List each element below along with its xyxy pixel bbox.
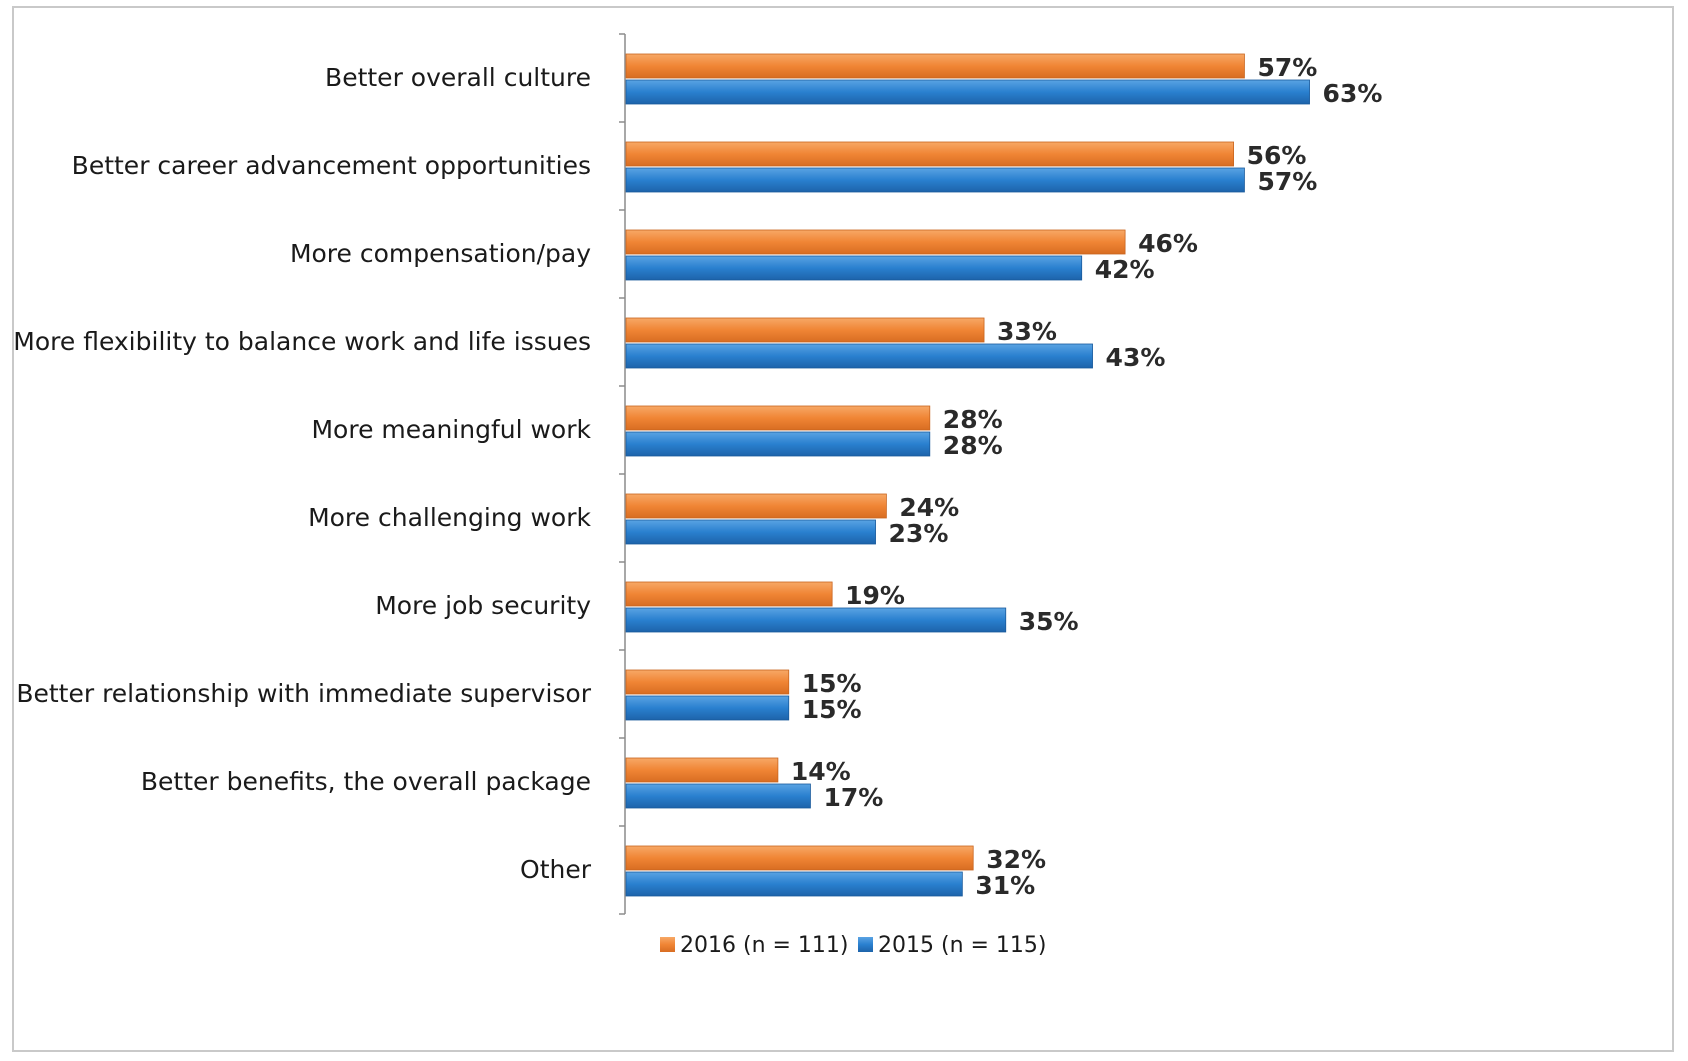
bar-2015 <box>625 79 1310 105</box>
bar-2016 <box>625 405 931 431</box>
bar-2016 <box>625 669 790 695</box>
bar-2016 <box>625 757 779 783</box>
category-labels: Better overall culture Better career adva… <box>14 63 592 884</box>
value-label-2016: 28% <box>943 405 1003 434</box>
bar-2016 <box>625 493 887 519</box>
bar-2015 <box>625 167 1245 193</box>
value-label-2015: 28% <box>943 431 1003 460</box>
category-label: Better overall culture <box>325 63 591 92</box>
bar-2016 <box>625 229 1126 255</box>
category-label: Better relationship with immediate super… <box>16 679 591 708</box>
category-label: Better career advancement opportunities <box>72 151 591 180</box>
legend-label-2015: 2015 (n = 115) <box>878 933 1047 958</box>
bar-2015 <box>625 695 790 721</box>
bar-2015 <box>625 783 811 809</box>
value-label-2015: 42% <box>1095 255 1155 284</box>
value-label-2015: 43% <box>1106 343 1166 372</box>
value-label-2015: 15% <box>802 695 862 724</box>
legend: 2016 (n = 111) 2015 (n = 115) <box>660 933 1047 958</box>
y-axis <box>619 33 626 915</box>
bar-2015 <box>625 519 876 545</box>
bar-2015 <box>625 431 931 457</box>
value-label-2016: 33% <box>997 317 1057 346</box>
value-label-2016: 14% <box>791 757 851 786</box>
bar-2016 <box>625 581 833 607</box>
value-label-2015: 23% <box>889 519 949 548</box>
category-label: More compensation/pay <box>290 239 591 268</box>
bar-chart: Better overall culture Better career adva… <box>14 33 1382 958</box>
category-label: More job security <box>375 591 591 620</box>
value-label-2016: 57% <box>1257 53 1317 82</box>
bar-2015 <box>625 607 1007 633</box>
value-label-2016: 15% <box>802 669 862 698</box>
value-label-2015: 17% <box>823 783 883 812</box>
category-label: Better benefits, the overall package <box>141 767 591 796</box>
bar-2016 <box>625 53 1245 79</box>
value-labels: 57%63%56%57%46%42%33%43%28%28%24%23%19%3… <box>791 53 1382 900</box>
category-label: More challenging work <box>308 503 591 532</box>
bar-2016 <box>625 845 974 871</box>
bar-2016 <box>625 317 985 343</box>
value-label-2015: 63% <box>1323 79 1383 108</box>
value-label-2015: 57% <box>1257 167 1317 196</box>
value-label-2016: 32% <box>986 845 1046 874</box>
category-label: Other <box>520 855 592 884</box>
bar-2015 <box>625 255 1083 281</box>
value-label-2016: 46% <box>1138 229 1198 258</box>
bar-2015 <box>625 871 963 897</box>
bars <box>625 53 1310 897</box>
category-label: More flexibility to balance work and lif… <box>14 327 591 356</box>
chart-frame: Better overall culture Better career adva… <box>12 6 1674 1052</box>
value-label-2016: 24% <box>899 493 959 522</box>
value-label-2016: 56% <box>1247 141 1307 170</box>
value-label-2015: 35% <box>1019 607 1079 636</box>
legend-swatch-2015 <box>858 937 873 952</box>
category-label: More meaningful work <box>311 415 591 444</box>
value-label-2016: 19% <box>845 581 905 610</box>
legend-label-2016: 2016 (n = 111) <box>680 933 849 958</box>
bar-2015 <box>625 343 1093 369</box>
value-label-2015: 31% <box>975 871 1035 900</box>
bar-2016 <box>625 141 1234 167</box>
legend-swatch-2016 <box>660 937 675 952</box>
